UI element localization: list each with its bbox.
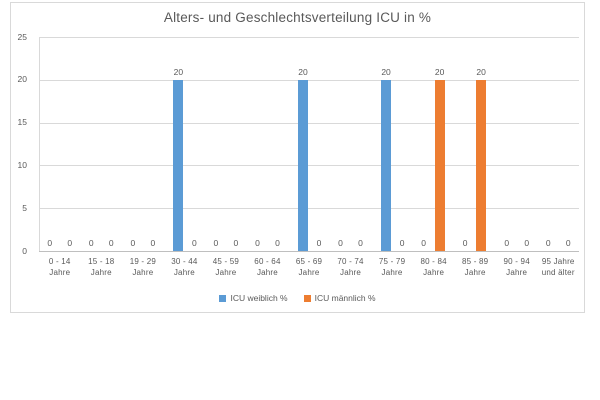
x-axis-label-line: 95 Jahre bbox=[541, 257, 575, 266]
data-label: 0 bbox=[47, 238, 53, 248]
x-axis-label-line: 80 - 84 bbox=[420, 257, 447, 266]
data-label: 20 bbox=[434, 66, 445, 77]
x-axis-label-line: Jahre bbox=[506, 267, 528, 277]
x-axis-label-line: 45 - 59 bbox=[212, 257, 240, 266]
x-axis-label-line: 65 - 69 bbox=[295, 257, 323, 266]
data-label: 0 bbox=[130, 238, 136, 248]
y-axis-tick-label: 0 bbox=[22, 245, 27, 256]
data-label: 0 bbox=[358, 238, 363, 248]
y-gridline bbox=[39, 208, 579, 210]
x-axis-category-label: 75 - 79 Jahre bbox=[368, 257, 416, 278]
data-label: 0 bbox=[421, 238, 426, 248]
data-label: 0 bbox=[150, 238, 156, 248]
legend-swatch-icon bbox=[219, 294, 227, 302]
data-label: 0 bbox=[462, 238, 468, 248]
x-axis-label-line: 15 - 18 bbox=[88, 257, 115, 266]
data-label: 0 bbox=[316, 238, 322, 248]
data-label: 0 bbox=[399, 238, 405, 248]
x-axis-label-line: Jahre bbox=[256, 267, 278, 277]
data-label: 0 bbox=[545, 238, 551, 248]
x-axis-category-label: 70 - 74 Jahre bbox=[327, 257, 375, 278]
x-axis-category-label: 45 - 59 Jahre bbox=[202, 257, 250, 278]
x-axis-label-line: Jahre bbox=[340, 267, 362, 277]
data-label: 0 bbox=[255, 238, 260, 248]
x-axis-label-line: Jahre bbox=[464, 267, 486, 277]
x-axis-category-label: 60 - 64 Jahre bbox=[243, 257, 291, 278]
x-axis-label-line: Jahre bbox=[132, 267, 154, 277]
data-label: 20 bbox=[173, 66, 184, 77]
x-axis-category-label: 0 - 14 Jahre bbox=[36, 257, 84, 278]
data-label: 0 bbox=[504, 238, 510, 248]
data-label: 0 bbox=[233, 238, 239, 248]
x-axis-label-line: 70 - 74 bbox=[337, 257, 364, 266]
y-axis-tick-label: 10 bbox=[17, 159, 27, 170]
x-axis-label-line: Jahre bbox=[381, 267, 403, 277]
data-label: 0 bbox=[213, 238, 219, 248]
x-axis-category-label: 80 - 84 Jahre bbox=[410, 257, 458, 278]
x-axis-category-label: 19 - 29 Jahre bbox=[119, 257, 167, 278]
x-axis-label-line: Jahre bbox=[49, 267, 71, 277]
data-label: 0 bbox=[275, 238, 280, 248]
x-axis-category-label: 65 - 69 Jahre bbox=[285, 257, 333, 278]
data-label: 0 bbox=[565, 238, 571, 248]
x-axis-label-line: 60 - 64 bbox=[254, 257, 281, 266]
x-axis-label-line: Jahre bbox=[423, 267, 445, 277]
x-axis-label-line: und älter bbox=[541, 267, 575, 277]
bar-weiblich bbox=[381, 79, 392, 251]
y-gridline bbox=[39, 165, 579, 167]
data-label: 20 bbox=[381, 66, 391, 77]
y-gridline bbox=[39, 37, 579, 38]
bar-maennlich bbox=[476, 79, 487, 251]
data-label: 0 bbox=[88, 238, 94, 248]
x-axis-category-label: 15 - 18 Jahre bbox=[77, 257, 125, 278]
y-axis-tick-label: 20 bbox=[17, 74, 27, 85]
data-label: 0 bbox=[192, 238, 197, 248]
legend-label: ICU männlich % bbox=[314, 293, 376, 303]
x-axis-category-label: 30 - 44 Jahre bbox=[160, 257, 208, 278]
bar-maennlich bbox=[434, 79, 445, 251]
bar-weiblich bbox=[298, 79, 308, 251]
y-axis-line bbox=[39, 37, 40, 251]
chart-legend: ICU weiblich % ICU männlich % bbox=[11, 293, 584, 303]
bar-weiblich bbox=[173, 79, 184, 251]
chart-title: Alters- und Geschlechtsverteilung ICU in… bbox=[163, 10, 432, 25]
y-axis-tick-label: 5 bbox=[22, 202, 27, 213]
data-label: 20 bbox=[476, 66, 486, 77]
legend-label: ICU weiblich % bbox=[230, 293, 288, 303]
x-axis-label-line: Jahre bbox=[298, 267, 320, 277]
legend-item: ICU männlich % bbox=[303, 293, 376, 303]
x-axis-label-line: 75 - 79 bbox=[378, 257, 406, 266]
y-axis-tick-label: 25 bbox=[17, 31, 27, 42]
y-gridline bbox=[39, 122, 579, 124]
x-axis-label-line: Jahre bbox=[90, 267, 112, 277]
y-axis-tick-label: 15 bbox=[17, 117, 27, 128]
data-label: 20 bbox=[298, 66, 308, 77]
x-axis-label-line: Jahre bbox=[173, 267, 195, 277]
legend-swatch-icon bbox=[303, 294, 311, 302]
data-label: 0 bbox=[524, 238, 530, 248]
data-label: 0 bbox=[67, 238, 73, 248]
data-label: 0 bbox=[338, 238, 343, 248]
chart-frame: Alters- und Geschlechtsverteilung ICU in… bbox=[10, 2, 585, 313]
x-axis-label-line: 30 - 44 bbox=[171, 257, 198, 266]
x-axis-label-line: 85 - 89 bbox=[461, 257, 489, 266]
x-axis-label-line: 19 - 29 bbox=[129, 257, 156, 266]
legend-item: ICU weiblich % bbox=[219, 293, 288, 303]
x-axis-label-line: 0 - 14 bbox=[48, 257, 71, 266]
x-axis-category-label: 95 Jahre und älter bbox=[534, 257, 582, 278]
x-axis-label-line: Jahre bbox=[215, 267, 237, 277]
data-label: 0 bbox=[108, 238, 114, 248]
x-axis-category-label: 90 - 94 Jahre bbox=[493, 257, 541, 278]
y-gridline bbox=[39, 79, 579, 81]
x-axis-category-label: 85 - 89 Jahre bbox=[451, 257, 499, 278]
x-axis-label-line: 90 - 94 bbox=[503, 257, 530, 266]
x-axis-line bbox=[39, 251, 579, 252]
